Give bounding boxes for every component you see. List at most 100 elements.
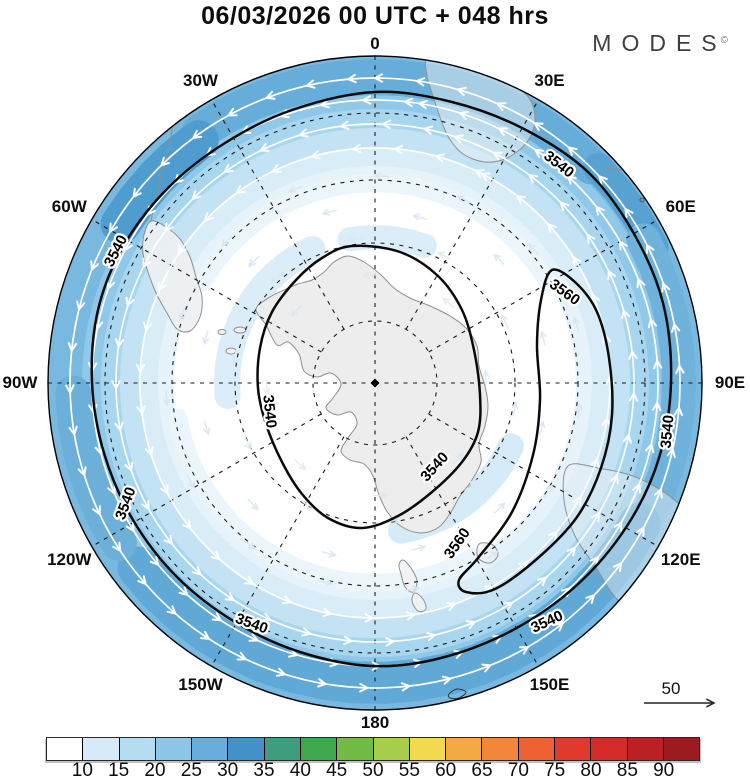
- wind-arrowhead: [645, 243, 655, 254]
- colorbar-tick-label: 10: [71, 760, 93, 781]
- wind-arrowhead: [142, 257, 152, 269]
- wind-arrowhead: [402, 97, 414, 107]
- wind-scale-value: 50: [662, 679, 681, 698]
- wind-arrowhead: [652, 400, 662, 412]
- wind-arrowhead: [107, 484, 116, 496]
- wind-arrowhead: [263, 387, 271, 397]
- wind-arrowhead: [645, 442, 655, 454]
- wind-streamline: [528, 243, 539, 256]
- wind-arrowhead: [338, 120, 350, 130]
- wind-arrowhead: [322, 607, 334, 618]
- wind-arrowhead: [328, 550, 338, 558]
- colorbar-cell: [590, 738, 627, 760]
- wind-arrowhead: [673, 405, 684, 417]
- wind-streamline: [349, 237, 364, 241]
- wind-arrowhead: [601, 416, 611, 427]
- wind-arrowhead: [221, 239, 229, 247]
- wind-arrowhead: [359, 683, 370, 693]
- wind-streamline: [203, 329, 209, 344]
- wind-arrowhead: [245, 442, 252, 451]
- wind-arrowhead: [264, 90, 276, 100]
- wind-streamline: [165, 390, 168, 405]
- colorbar: [46, 737, 700, 761]
- meridian-label-90e: 90E: [714, 373, 746, 392]
- wind-streamline: [452, 453, 464, 465]
- wind-arrowhead: [244, 576, 255, 585]
- wind-streamline: [291, 304, 302, 317]
- wind-arrowhead: [572, 316, 580, 325]
- wind-arrowhead: [519, 645, 530, 655]
- colorbar-cell: [336, 738, 373, 760]
- wind-arrowhead: [200, 630, 211, 640]
- contour-3540-outer: [90, 90, 673, 668]
- wind-arrowhead: [511, 401, 519, 410]
- wind-arrowhead: [223, 163, 234, 174]
- wind-arrowhead: [497, 127, 509, 137]
- wind-arrowhead: [591, 511, 600, 523]
- colorbar-tick-label: 75: [544, 760, 566, 781]
- wind-streamline: [321, 550, 336, 556]
- wind-shading-patch: [100, 120, 219, 244]
- wind-arrowhead: [137, 575, 148, 586]
- wind-arrowhead: [446, 601, 458, 611]
- wind-streamline: [442, 297, 455, 309]
- wind-arrowhead: [361, 271, 371, 279]
- wind-arrowhead: [469, 479, 478, 487]
- wind-shading-band: [101, 109, 649, 657]
- wind-arrowhead: [528, 242, 536, 251]
- wind-streamline: [139, 147, 611, 619]
- wind-arrowhead: [372, 73, 384, 83]
- wind-arrowhead: [210, 550, 221, 561]
- wind-arrowhead: [533, 148, 545, 158]
- wind-streamline: [243, 539, 256, 550]
- meridian-label-90w: 90W: [2, 373, 38, 392]
- wind-arrowhead: [248, 542, 257, 550]
- wind-arrowhead: [106, 279, 116, 291]
- wind-streamline: [248, 255, 260, 267]
- wind-arrowhead: [491, 151, 503, 161]
- wind-arrowhead: [346, 73, 357, 84]
- wind-scale: 50: [644, 679, 716, 708]
- wind-arrowhead: [575, 402, 583, 411]
- wind-streamline: [233, 349, 238, 364]
- colorbar-cell: [517, 738, 554, 760]
- wind-streamline: [573, 317, 580, 332]
- latitude-circle: [234, 242, 516, 524]
- wind-arrowhead: [456, 195, 465, 203]
- new-zealand-north: [411, 592, 427, 613]
- copyright-mark: ©: [720, 35, 728, 46]
- wind-streamline: [301, 500, 315, 509]
- wind-arrowhead: [269, 276, 278, 284]
- wind-arrowhead: [586, 233, 596, 244]
- wind-streamline: [512, 402, 517, 417]
- wind-arrowhead: [321, 208, 330, 216]
- wind-arrowhead: [619, 239, 628, 251]
- wind-arrowhead: [114, 337, 125, 349]
- wind-arrowhead: [360, 95, 372, 105]
- wind-arrowhead: [653, 358, 663, 370]
- wind-streamline: [186, 474, 195, 488]
- colorbar-tick-label: 30: [217, 760, 239, 781]
- wind-arrowhead: [261, 612, 273, 622]
- wind-arrowhead: [647, 317, 657, 329]
- wind-arrowhead: [503, 601, 514, 611]
- wind-arrowhead: [515, 194, 527, 205]
- wind-streamline: [323, 209, 337, 215]
- wind-arrowhead: [109, 222, 118, 234]
- wind-arrowhead: [125, 521, 135, 533]
- wind-arrowhead: [566, 174, 577, 185]
- wind-arrowhead: [163, 398, 171, 407]
- wind-arrowhead: [434, 153, 445, 163]
- wind-arrowhead: [411, 213, 421, 221]
- wind-arrowhead: [481, 663, 493, 673]
- wind-arrowhead: [380, 492, 389, 500]
- wind-arrowhead: [380, 119, 391, 129]
- wind-arrowhead: [589, 555, 600, 567]
- wind-arrowhead: [203, 427, 211, 436]
- wind-streamline: [247, 498, 258, 510]
- wind-arrowhead: [501, 313, 508, 323]
- wind-arrowhead: [497, 502, 506, 510]
- wind-arrowhead: [559, 201, 570, 212]
- wind-arrowhead: [442, 297, 451, 305]
